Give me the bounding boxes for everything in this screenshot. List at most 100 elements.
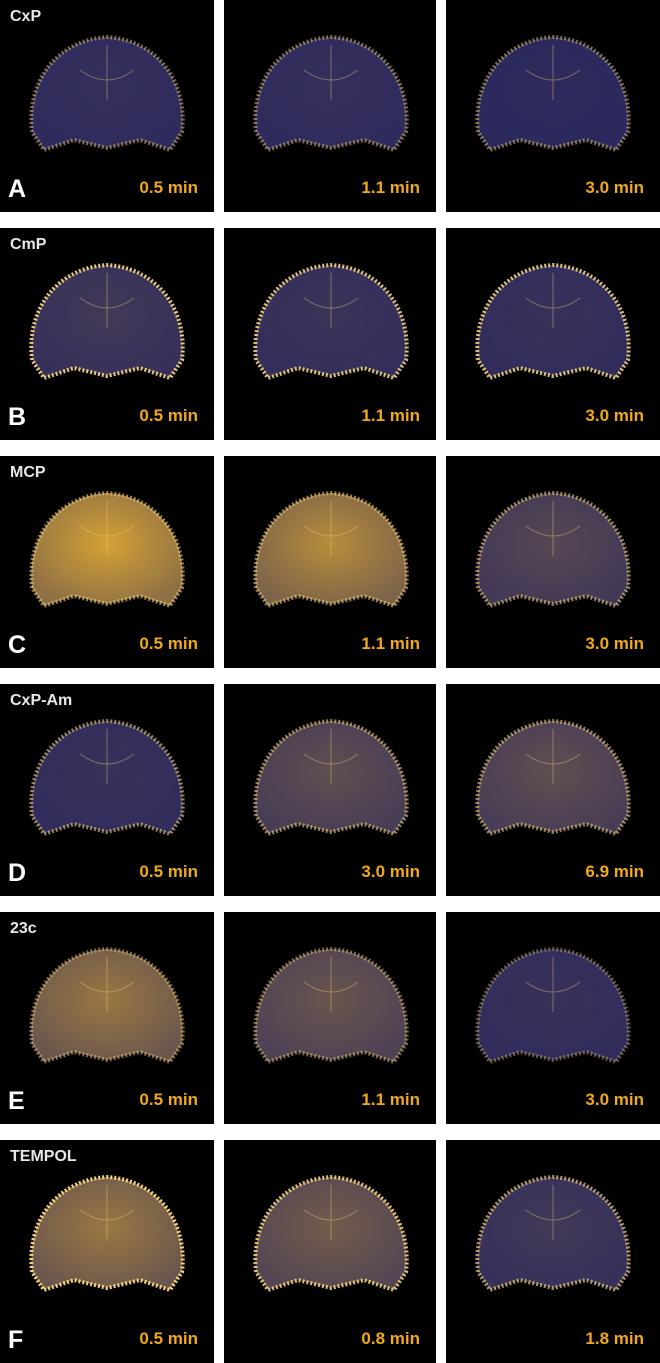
midline xyxy=(79,273,135,328)
image-panel: CxP-Am D 0.5 min xyxy=(0,684,214,896)
brain-rim xyxy=(475,34,631,153)
brain-signal xyxy=(31,37,183,150)
image-panel: 3.0 min xyxy=(446,456,660,668)
brain-image xyxy=(253,718,409,837)
time-label: 3.0 min xyxy=(585,406,644,425)
midline xyxy=(525,273,581,328)
image-panel: 1.1 min xyxy=(224,912,436,1124)
panel-letter: F xyxy=(8,1326,24,1354)
image-panel: 1.8 min xyxy=(446,1140,660,1363)
time-label: 3.0 min xyxy=(585,178,644,197)
midline xyxy=(79,957,135,1012)
brain-image xyxy=(475,718,631,837)
compound-label: CxP-Am xyxy=(10,692,73,709)
time-label: 0.5 min xyxy=(139,1090,198,1109)
brain-signal xyxy=(255,1177,407,1290)
brain-image xyxy=(29,34,185,153)
brain-signal xyxy=(477,1177,629,1290)
midline xyxy=(525,729,581,784)
brain-rim xyxy=(475,490,631,609)
time-label: 6.9 min xyxy=(585,862,644,881)
brain-image xyxy=(253,946,409,1065)
brain-signal xyxy=(477,37,629,150)
brain-rim xyxy=(253,946,409,1065)
midline xyxy=(303,45,359,100)
brain-rim xyxy=(253,34,409,153)
brain-signal xyxy=(31,949,183,1062)
compound-label: TEMPOL xyxy=(10,1148,77,1165)
midline xyxy=(303,273,359,328)
brain-image xyxy=(475,946,631,1065)
brain-rim xyxy=(475,1174,631,1293)
brain-rim xyxy=(29,490,185,609)
brain-signal xyxy=(255,493,407,606)
image-panel: 3.0 min xyxy=(224,684,436,896)
brain-image xyxy=(475,34,631,153)
time-label: 0.5 min xyxy=(139,406,198,425)
image-panel: 3.0 min xyxy=(446,228,660,440)
panel-letter: D xyxy=(8,859,27,887)
panel-letter: E xyxy=(8,1087,25,1115)
image-panel: CmP B 0.5 min xyxy=(0,228,214,440)
brain-rim xyxy=(29,34,185,153)
midline xyxy=(525,1185,581,1240)
brain-image xyxy=(29,1174,185,1293)
brain-rim xyxy=(475,718,631,837)
midline xyxy=(303,1185,359,1240)
time-label: 0.5 min xyxy=(139,178,198,197)
brain-signal xyxy=(255,949,407,1062)
midline xyxy=(525,45,581,100)
midline xyxy=(525,957,581,1012)
panel-letter: B xyxy=(8,403,27,431)
image-panel: 1.1 min xyxy=(224,456,436,668)
brain-signal xyxy=(477,493,629,606)
image-panel: 1.1 min xyxy=(224,0,436,212)
brain-signal xyxy=(255,265,407,378)
time-label: 3.0 min xyxy=(361,862,420,881)
midline xyxy=(525,501,581,556)
compound-label: MCP xyxy=(10,464,46,481)
brain-signal xyxy=(31,721,183,834)
brain-signal xyxy=(255,721,407,834)
midline xyxy=(79,45,135,100)
image-panel: 6.9 min xyxy=(446,684,660,896)
image-panel: 3.0 min xyxy=(446,912,660,1124)
brain-signal xyxy=(477,265,629,378)
time-label: 0.5 min xyxy=(139,862,198,881)
time-label: 1.1 min xyxy=(361,1090,420,1109)
brain-image xyxy=(29,946,185,1065)
compound-label: 23c xyxy=(10,920,37,937)
brain-rim xyxy=(253,490,409,609)
brain-rim xyxy=(253,262,409,381)
brain-signal xyxy=(255,37,407,150)
brain-image xyxy=(475,490,631,609)
image-panel: MCP C 0.5 min xyxy=(0,456,214,668)
image-panel: 3.0 min xyxy=(446,0,660,212)
brain-rim xyxy=(29,718,185,837)
midline xyxy=(79,1185,135,1240)
brain-image xyxy=(253,262,409,381)
image-panel: CxP A 0.5 min xyxy=(0,0,214,212)
midline xyxy=(303,729,359,784)
brain-signal xyxy=(477,721,629,834)
time-label: 3.0 min xyxy=(585,1090,644,1109)
time-label: 1.8 min xyxy=(585,1329,644,1348)
midline xyxy=(303,501,359,556)
brain-image xyxy=(253,34,409,153)
brain-image xyxy=(29,262,185,381)
brain-signal xyxy=(31,265,183,378)
midline xyxy=(79,501,135,556)
image-panel: 0.8 min xyxy=(224,1140,436,1363)
brain-rim xyxy=(29,1174,185,1293)
time-label: 1.1 min xyxy=(361,406,420,425)
brain-image xyxy=(29,490,185,609)
time-label: 1.1 min xyxy=(361,634,420,653)
brain-image xyxy=(475,1174,631,1293)
brain-rim xyxy=(29,262,185,381)
image-panel: 23c E 0.5 min xyxy=(0,912,214,1124)
brain-image xyxy=(475,262,631,381)
brain-rim xyxy=(253,718,409,837)
brain-rim xyxy=(253,1174,409,1293)
brain-image xyxy=(29,718,185,837)
